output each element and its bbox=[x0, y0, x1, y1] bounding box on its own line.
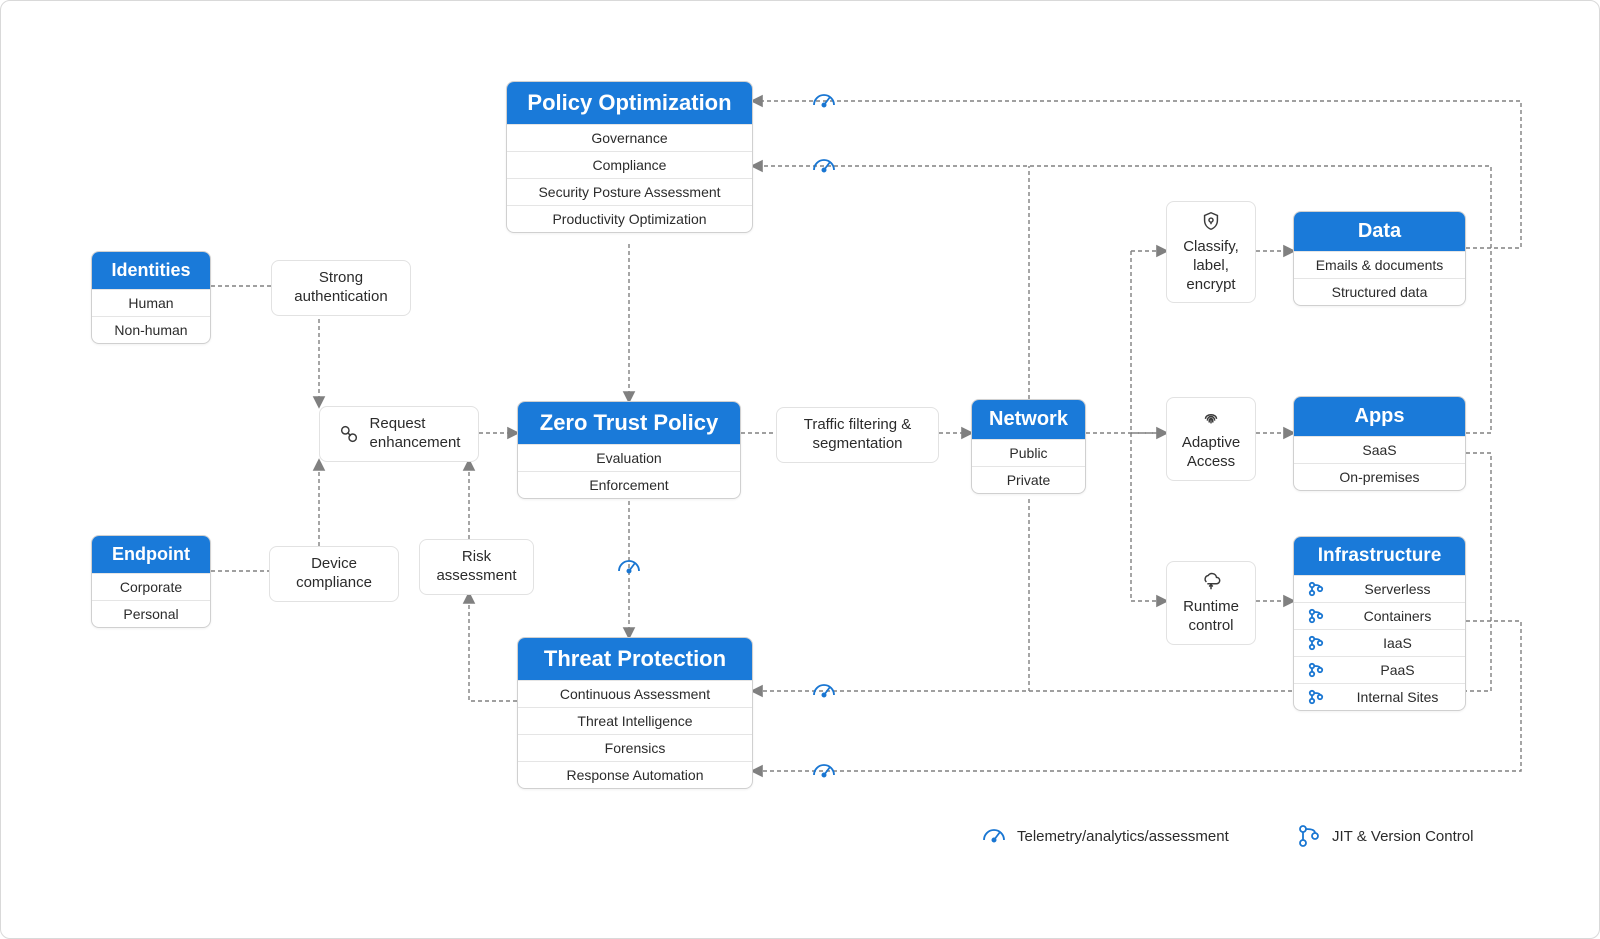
node-policy-optimization: Policy Optimization Governance Complianc… bbox=[506, 81, 753, 233]
node-row: Continuous Assessment bbox=[518, 680, 752, 707]
legend-telemetry: Telemetry/analytics/assessment bbox=[981, 823, 1229, 849]
node-header: Policy Optimization bbox=[507, 82, 752, 124]
node-row: Public bbox=[972, 439, 1085, 466]
legend-label: Telemetry/analytics/assessment bbox=[1017, 828, 1229, 845]
node-row: Human bbox=[92, 289, 210, 316]
node-row: On-premises bbox=[1294, 463, 1465, 490]
diagram-canvas: Identities Human Non-human Endpoint Corp… bbox=[0, 0, 1600, 939]
node-row: IaaS bbox=[1294, 629, 1465, 656]
gauge-icon bbox=[811, 758, 837, 784]
cloud-run-icon bbox=[1200, 570, 1222, 592]
node-data: Data Emails & documents Structured data bbox=[1293, 211, 1466, 306]
label-device-compliance: Device compliance bbox=[269, 546, 399, 602]
label-text: Runtime control bbox=[1183, 598, 1239, 636]
node-header: Data bbox=[1294, 212, 1465, 251]
gauge-icon bbox=[811, 678, 837, 704]
node-row: Compliance bbox=[507, 151, 752, 178]
label-request-enhancement: Request enhancement bbox=[319, 406, 479, 462]
label-text: Request enhancement bbox=[370, 415, 461, 453]
node-infrastructure: Infrastructure Serverless Containers Iaa… bbox=[1293, 536, 1466, 711]
gauge-icon bbox=[616, 554, 642, 580]
branch-icon bbox=[1308, 608, 1324, 624]
node-row: Private bbox=[972, 466, 1085, 493]
node-header: Network bbox=[972, 400, 1085, 439]
node-row: Corporate bbox=[92, 573, 210, 600]
node-identities: Identities Human Non-human bbox=[91, 251, 211, 344]
fingerprint-icon bbox=[1200, 406, 1222, 428]
label-text: Classify, label, encrypt bbox=[1183, 238, 1239, 294]
node-apps: Apps SaaS On-premises bbox=[1293, 396, 1466, 491]
node-row: Serverless bbox=[1294, 575, 1465, 602]
node-header: Threat Protection bbox=[518, 638, 752, 680]
node-row: PaaS bbox=[1294, 656, 1465, 683]
node-header: Apps bbox=[1294, 397, 1465, 436]
label-runtime-control: Runtime control bbox=[1166, 561, 1256, 645]
node-row-label: Internal Sites bbox=[1338, 689, 1457, 705]
legend-label: JIT & Version Control bbox=[1332, 828, 1473, 845]
label-traffic-filtering: Traffic filtering & segmentation bbox=[776, 407, 939, 463]
gauge-icon bbox=[811, 88, 837, 114]
node-header: Zero Trust Policy bbox=[518, 402, 740, 444]
node-row: Enforcement bbox=[518, 471, 740, 498]
pair-icon bbox=[338, 423, 360, 445]
label-text: Adaptive Access bbox=[1182, 434, 1240, 472]
node-row: Internal Sites bbox=[1294, 683, 1465, 710]
node-row: Evaluation bbox=[518, 444, 740, 471]
node-row: Emails & documents bbox=[1294, 251, 1465, 278]
node-threat-protection: Threat Protection Continuous Assessment … bbox=[517, 637, 753, 789]
legend-jit: JIT & Version Control bbox=[1296, 823, 1473, 849]
label-risk-assessment: Risk assessment bbox=[419, 539, 534, 595]
node-row-label: IaaS bbox=[1338, 635, 1457, 651]
label-strong-authentication: Strong authentication bbox=[271, 260, 411, 316]
label-adaptive-access: Adaptive Access bbox=[1166, 397, 1256, 481]
label-classify: Classify, label, encrypt bbox=[1166, 201, 1256, 303]
node-row: Security Posture Assessment bbox=[507, 178, 752, 205]
node-zero-trust: Zero Trust Policy Evaluation Enforcement bbox=[517, 401, 741, 499]
node-network: Network Public Private bbox=[971, 399, 1086, 494]
node-row: Structured data bbox=[1294, 278, 1465, 305]
node-row: Threat Intelligence bbox=[518, 707, 752, 734]
branch-icon bbox=[1308, 581, 1324, 597]
node-row-label: PaaS bbox=[1338, 662, 1457, 678]
shield-icon bbox=[1200, 210, 1222, 232]
node-row-label: Containers bbox=[1338, 608, 1457, 624]
branch-icon bbox=[1296, 823, 1322, 849]
node-row: Non-human bbox=[92, 316, 210, 343]
node-row: Productivity Optimization bbox=[507, 205, 752, 232]
branch-icon bbox=[1308, 662, 1324, 678]
node-header: Infrastructure bbox=[1294, 537, 1465, 575]
branch-icon bbox=[1308, 689, 1324, 705]
gauge-icon bbox=[811, 153, 837, 179]
node-row-label: Serverless bbox=[1338, 581, 1457, 597]
node-header: Endpoint bbox=[92, 536, 210, 573]
node-row: Governance bbox=[507, 124, 752, 151]
node-row: SaaS bbox=[1294, 436, 1465, 463]
branch-icon bbox=[1308, 635, 1324, 651]
node-row: Containers bbox=[1294, 602, 1465, 629]
node-row: Response Automation bbox=[518, 761, 752, 788]
node-row: Personal bbox=[92, 600, 210, 627]
node-endpoint: Endpoint Corporate Personal bbox=[91, 535, 211, 628]
node-header: Identities bbox=[92, 252, 210, 289]
gauge-icon bbox=[981, 823, 1007, 849]
node-row: Forensics bbox=[518, 734, 752, 761]
